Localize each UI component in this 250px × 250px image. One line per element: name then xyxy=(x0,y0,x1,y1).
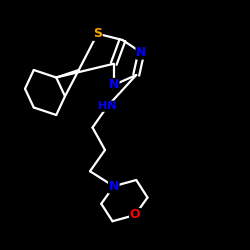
Text: HN: HN xyxy=(98,101,117,111)
Text: N: N xyxy=(108,78,119,92)
Text: O: O xyxy=(130,208,140,222)
Text: N: N xyxy=(136,46,146,59)
Text: S: S xyxy=(93,27,102,40)
Text: N: N xyxy=(108,180,119,193)
